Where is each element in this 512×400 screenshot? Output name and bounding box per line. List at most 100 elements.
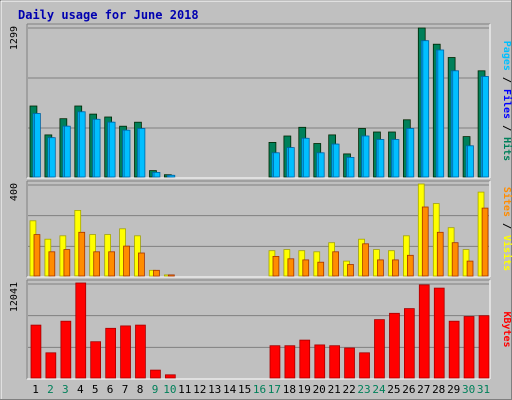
chart-panels: 1299 Pages / Files / Hits 400 Sites / Visit… (9, 23, 512, 380)
bar-kbytes-day-25 (389, 312, 400, 379)
bar-pages-day-9 (153, 171, 161, 178)
x-tick-label-day-1: 1 (32, 383, 39, 396)
bar-kbytes-day-19 (299, 339, 311, 379)
x-tick-label-day-19: 19 (298, 383, 311, 396)
x-tick-label-day-15: 15 (238, 383, 251, 396)
x-tick-label-day-3: 3 (62, 383, 69, 396)
bar-pages-day-30 (467, 145, 474, 178)
bar-pages-day-6 (108, 121, 116, 178)
bar-sites-day-19 (302, 259, 310, 277)
x-tick-label-day-17: 17 (268, 383, 281, 396)
bar-sites-day-22 (347, 264, 354, 277)
x-tick-label-day-7: 7 (122, 383, 129, 396)
bar-sites-day-29 (451, 242, 459, 277)
x-tick-label-day-22: 22 (342, 383, 355, 396)
bar-pages-day-8 (138, 128, 146, 178)
bar-kbytes-day-20 (314, 344, 326, 379)
x-tick-label-day-20: 20 (313, 383, 326, 396)
bar-sites-day-9 (153, 269, 160, 277)
x-tick-label-day-14: 14 (223, 383, 237, 396)
bar-kbytes-day-31 (478, 315, 490, 379)
x-tick-label-day-23: 23 (357, 383, 370, 396)
bar-pages-day-21 (332, 143, 340, 178)
axis-title-separator: / (501, 71, 512, 89)
axis-title-word: Pages (501, 41, 512, 71)
panel-2: 400 Sites / Visits (9, 180, 512, 278)
x-tick-label-day-9: 9 (152, 383, 159, 396)
bar-sites-day-23 (362, 243, 369, 277)
bar-pages-day-10 (168, 174, 176, 178)
bar-sites-day-2 (48, 251, 56, 277)
bar-pages-day-24 (377, 139, 385, 178)
axis-title-separator: / (501, 119, 512, 137)
x-tick-label-day-12: 12 (193, 383, 206, 396)
bar-kbytes-day-1 (30, 324, 42, 379)
x-tick-label-day-16: 16 (253, 383, 266, 396)
y-max-label: 12041 (9, 282, 20, 312)
bar-sites-day-7 (123, 245, 130, 277)
bar-pages-day-26 (407, 128, 415, 178)
bar-kbytes-day-30 (463, 316, 475, 379)
bar-kbytes-day-5 (90, 341, 101, 379)
bar-sites-day-6 (108, 251, 115, 277)
axis-title-separator: / (501, 217, 512, 235)
x-tick-label-day-13: 13 (208, 383, 221, 396)
bar-kbytes-day-29 (448, 320, 460, 379)
x-tick-label-day-5: 5 (92, 383, 99, 396)
bar-pages-day-5 (93, 118, 101, 178)
bar-pages-day-31 (482, 76, 489, 178)
bar-sites-day-20 (317, 261, 325, 277)
axis-title-word: Sites (501, 187, 512, 217)
bar-pages-day-3 (64, 125, 71, 178)
y-max-label: 1299 (9, 26, 20, 50)
bar-kbytes-day-7 (120, 325, 131, 379)
bar-pages-day-29 (452, 70, 460, 178)
bar-kbytes-day-6 (105, 327, 116, 379)
bar-kbytes-day-2 (45, 352, 57, 379)
x-tick-label-day-11: 11 (178, 383, 191, 396)
x-tick-label-day-8: 8 (137, 383, 144, 396)
x-tick-label-day-2: 2 (47, 383, 54, 396)
bar-pages-day-7 (123, 129, 131, 178)
bar-kbytes-day-4 (75, 282, 87, 379)
axis-title-word: Files (501, 89, 512, 119)
x-tick-label-day-25: 25 (387, 383, 400, 396)
x-tick-label-day-26: 26 (402, 383, 415, 396)
bar-kbytes-day-26 (403, 308, 415, 379)
bar-pages-day-17 (273, 152, 280, 178)
bar-sites-day-10 (167, 274, 175, 277)
x-tick-label-day-30: 30 (462, 383, 475, 396)
x-axis-day-labels: 1 2 3 4 5 6 7 8 9 10 11 12 13 14 15 16 17 18 19 20 21 22 23 24 2… (32, 383, 490, 396)
chart-title: Daily usage for June 2018 (18, 8, 199, 22)
x-tick-label-day-21: 21 (328, 383, 341, 396)
bar-sites-day-17 (272, 255, 280, 277)
panel-1: 1299 Pages / Files / Hits (9, 23, 512, 179)
axis-title-word: KBytes (501, 311, 512, 347)
x-tick-label-day-28: 28 (432, 383, 445, 396)
bar-sites-day-26 (406, 254, 414, 277)
x-tick-label-day-18: 18 (283, 383, 296, 396)
bar-sites-day-4 (78, 231, 86, 277)
x-tick-label-day-4: 4 (77, 383, 84, 396)
axis-title: KBytes (501, 311, 512, 347)
bar-sites-day-3 (63, 249, 71, 277)
bar-sites-day-18 (287, 258, 295, 277)
bar-sites-day-31 (481, 207, 489, 277)
bar-sites-day-5 (93, 251, 100, 277)
bar-sites-day-1 (33, 234, 41, 277)
bar-sites-day-28 (436, 231, 444, 277)
bar-sites-day-21 (332, 251, 340, 277)
bar-kbytes-day-18 (284, 345, 296, 379)
bar-kbytes-day-8 (135, 324, 146, 379)
axis-title-word: Hits (501, 137, 512, 161)
bar-pages-day-23 (362, 135, 370, 178)
bar-pages-day-18 (287, 147, 295, 178)
bar-sites-day-25 (392, 259, 399, 277)
x-tick-label-day-29: 29 (447, 383, 460, 396)
bar-kbytes-day-24 (374, 319, 385, 379)
axis-title: Sites / Visits (501, 187, 512, 271)
bar-pages-day-20 (317, 152, 325, 178)
bar-pages-day-19 (302, 137, 310, 178)
bar-kbytes-day-9 (150, 369, 161, 379)
